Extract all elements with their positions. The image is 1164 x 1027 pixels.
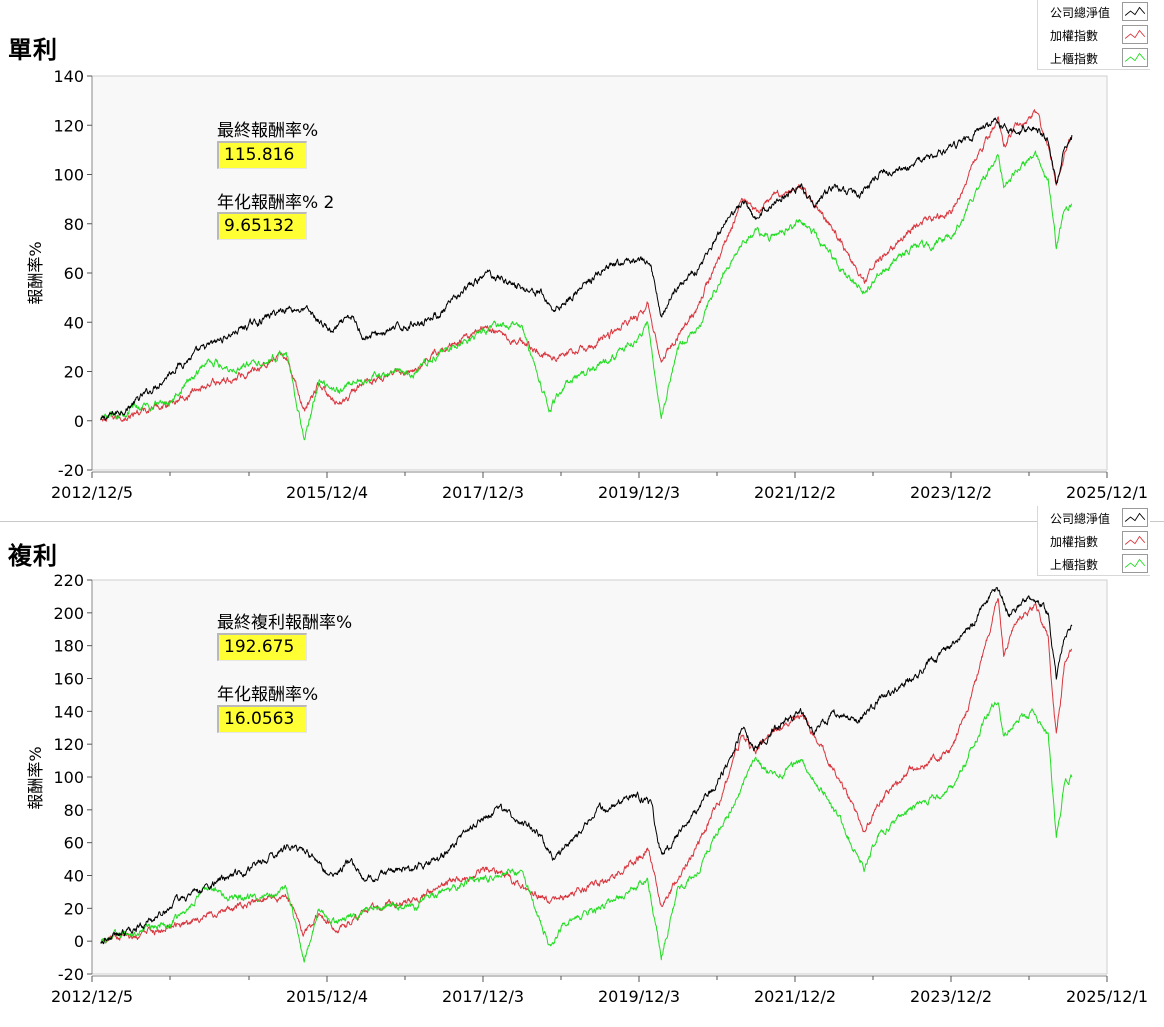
panel-divider xyxy=(0,521,1164,522)
x-tick-label: 2017/12/3 xyxy=(442,483,524,502)
y-tick-label: 20 xyxy=(64,899,84,918)
legend-item-company[interactable]: 公司總淨值 xyxy=(1038,0,1150,23)
chart-legend[interactable]: 公司總淨值 加權指數 上櫃指數 xyxy=(1037,506,1150,576)
series-line-1 xyxy=(100,598,1073,944)
legend-item-otc[interactable]: 上櫃指數 xyxy=(1038,46,1150,69)
legend-item-company[interactable]: 公司總淨值 xyxy=(1038,506,1150,529)
final-return-label: 最終報酬率% xyxy=(217,121,319,141)
legend-swatch-green xyxy=(1122,48,1148,67)
annual-return-label: 年化報酬率% 2 xyxy=(217,193,335,213)
y-tick-label: -20 xyxy=(58,461,84,480)
final-compound-return-value: 192.675 xyxy=(217,633,307,661)
y-tick-label: 160 xyxy=(53,670,84,689)
legend-label: 上櫃指數 xyxy=(1050,52,1099,66)
legend-label: 上櫃指數 xyxy=(1050,558,1099,572)
x-tick-label: 2021/12/2 xyxy=(754,987,836,1006)
y-tick-label: 40 xyxy=(64,867,84,886)
legend-label: 公司總淨值 xyxy=(1050,512,1111,526)
series-line-1 xyxy=(100,109,1073,422)
legend-swatch-red xyxy=(1122,25,1148,44)
x-tick-label: 2019/12/3 xyxy=(598,987,680,1006)
legend-item-taiex[interactable]: 加權指數 xyxy=(1038,23,1150,46)
y-tick-label: 220 xyxy=(53,571,84,590)
y-tick-label: 120 xyxy=(53,735,84,754)
y-tick-label: 20 xyxy=(64,363,84,382)
x-tick-label: 2023/12/2 xyxy=(910,483,992,502)
x-tick-label: 2015/12/4 xyxy=(286,483,368,502)
y-tick-label: 120 xyxy=(53,116,84,135)
annual-return-label: 年化報酬率% xyxy=(217,685,319,705)
x-tick-label: 2015/12/4 xyxy=(286,987,368,1006)
series-line-0 xyxy=(100,117,1073,421)
legend-label: 公司總淨值 xyxy=(1050,6,1111,20)
y-tick-label: 60 xyxy=(64,264,84,283)
series-line-2 xyxy=(100,701,1073,963)
x-tick-label: 2023/12/2 xyxy=(910,987,992,1006)
y-tick-label: 100 xyxy=(53,768,84,787)
x-tick-label: 2025/12/1 xyxy=(1066,483,1148,502)
y-tick-label: 80 xyxy=(64,215,84,234)
panel-title: 複利 xyxy=(8,542,58,570)
y-tick-label: 180 xyxy=(53,637,84,656)
compound-return-chart: -20 0 20 40 60 80 100 120 140 160 180 200 220 2012/12… xyxy=(51,571,1148,1006)
simple-return-panel: -20 0 20 40 60 80 100 120 140 2012/12/5 2015/12/4 2… xyxy=(8,0,1150,502)
y-tick-label: 140 xyxy=(53,702,84,721)
y-tick-label: 200 xyxy=(53,604,84,623)
legend-item-otc[interactable]: 上櫃指數 xyxy=(1038,552,1150,575)
legend-swatch-black xyxy=(1122,2,1148,21)
y-tick-label: 0 xyxy=(74,412,84,431)
y-tick-label: 80 xyxy=(64,801,84,820)
x-tick-label: 2012/12/5 xyxy=(51,987,133,1006)
x-tick-label: 2019/12/3 xyxy=(598,483,680,502)
legend-swatch-green xyxy=(1122,554,1148,573)
legend-label: 加權指數 xyxy=(1050,29,1099,43)
compound-return-panel: -20 0 20 40 60 80 100 120 140 160 180 200 220 2012/12… xyxy=(0,506,1164,1027)
y-tick-label: -20 xyxy=(58,965,84,984)
y-tick-label: 100 xyxy=(53,166,84,185)
annual-return-value: 9.65132 xyxy=(217,212,307,240)
legend-swatch-red xyxy=(1122,531,1148,550)
x-tick-label: 2021/12/2 xyxy=(754,483,836,502)
panel-title: 單利 xyxy=(8,36,58,64)
y-tick-label: 40 xyxy=(64,313,84,332)
series-line-2 xyxy=(100,150,1073,441)
legend-item-taiex[interactable]: 加權指數 xyxy=(1038,529,1150,552)
x-tick-label: 2012/12/5 xyxy=(51,483,133,502)
y-tick-label: 60 xyxy=(64,834,84,853)
simple-return-chart: -20 0 20 40 60 80 100 120 140 2012/12/5 2015/12/4 2… xyxy=(51,67,1148,502)
annual-return-value: 16.0563 xyxy=(217,705,307,733)
y-tick-label: 0 xyxy=(74,932,84,951)
y-tick-label: 140 xyxy=(53,67,84,86)
final-return-value: 115.816 xyxy=(217,141,307,169)
x-tick-label: 2025/12/1 xyxy=(1066,987,1148,1006)
chart-legend[interactable]: 公司總淨值 加權指數 上櫃指數 xyxy=(1037,0,1150,70)
legend-swatch-black xyxy=(1122,508,1148,527)
series-line-0 xyxy=(100,587,1073,945)
x-tick-label: 2017/12/3 xyxy=(442,987,524,1006)
final-compound-return-label: 最終複利報酬率% xyxy=(217,613,353,633)
legend-label: 加權指數 xyxy=(1050,535,1099,549)
